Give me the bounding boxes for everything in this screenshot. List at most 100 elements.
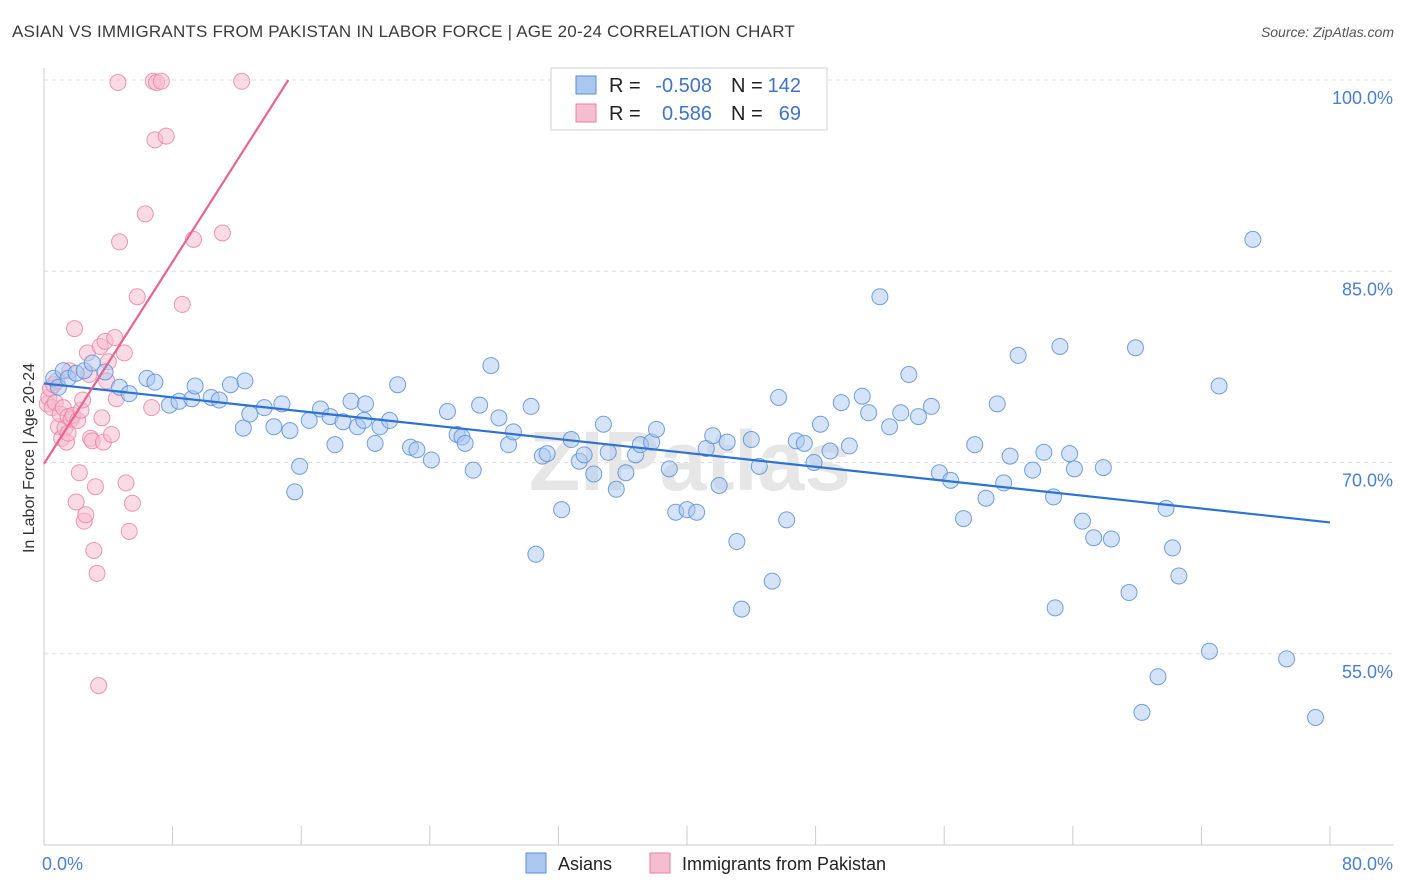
legend-n-label: N = xyxy=(731,75,763,97)
pakistan-point xyxy=(173,295,191,313)
asian-point xyxy=(1061,445,1079,463)
asian-point xyxy=(594,415,612,433)
asian-point xyxy=(1210,377,1228,395)
asian-point xyxy=(660,460,678,478)
pakistan-point xyxy=(123,494,141,512)
asian-point xyxy=(733,600,751,618)
pakistan-point xyxy=(67,493,85,511)
asian-point xyxy=(1065,460,1083,478)
asian-point xyxy=(922,397,940,415)
asian-point xyxy=(366,434,384,452)
asian-point xyxy=(1157,499,1175,517)
asian-point xyxy=(599,443,617,461)
asian-point xyxy=(1024,461,1042,479)
chart-title: ASIAN VS IMMIGRANTS FROM PAKISTAN IN LAB… xyxy=(12,22,795,41)
asian-point xyxy=(1051,337,1069,355)
bottom-legend-pakistan: Immigrants from Pakistan xyxy=(682,854,886,874)
asian-point xyxy=(389,376,407,394)
asian-point xyxy=(821,442,839,460)
pakistan-point xyxy=(117,474,135,492)
asian-point xyxy=(326,436,344,454)
asian-point xyxy=(456,434,474,452)
pakistan-point xyxy=(106,329,124,347)
legend-swatch-pakistan xyxy=(575,103,597,123)
asian-point xyxy=(1200,642,1218,660)
asian-point xyxy=(1120,584,1138,602)
asian-point xyxy=(1133,703,1151,721)
y-tick-label: 85.0% xyxy=(1342,279,1393,299)
asian-point xyxy=(585,465,603,483)
asian-point xyxy=(291,457,309,475)
y-tick-label: 100.0% xyxy=(1332,88,1393,108)
asian-point xyxy=(355,411,373,429)
asian-point xyxy=(482,357,500,375)
trend-lines xyxy=(43,79,1331,524)
asian-point xyxy=(1126,339,1144,357)
grid-lines xyxy=(44,79,1394,655)
asian-point xyxy=(763,572,781,590)
bottom-legend-swatch-pakistan xyxy=(649,852,671,874)
pakistan-point xyxy=(93,409,111,427)
asian-point xyxy=(647,420,665,438)
pakistan-point xyxy=(157,127,175,145)
pakistan-point xyxy=(85,541,103,559)
asian-point xyxy=(422,451,440,469)
legend-r-value: 0.586 xyxy=(662,103,712,125)
asian-point xyxy=(83,354,101,372)
asian-point xyxy=(1035,443,1053,461)
asian-point xyxy=(1102,530,1120,548)
legend-r-value: -0.508 xyxy=(655,75,712,97)
asian-point xyxy=(1094,459,1112,477)
asian-point xyxy=(871,288,889,306)
asian-point xyxy=(408,441,426,459)
asian-point xyxy=(742,431,760,449)
pakistan-point xyxy=(77,506,95,524)
asian-point xyxy=(186,377,204,395)
asian-trend-line xyxy=(43,382,1331,524)
pakistan-point xyxy=(128,288,146,306)
asian-point xyxy=(710,476,728,494)
asian-point xyxy=(490,409,508,427)
asian-point xyxy=(471,396,489,414)
legend-r-label: R = xyxy=(609,103,641,125)
asian-point xyxy=(892,404,910,422)
bottom-legend-asians: Asians xyxy=(558,854,612,874)
asian-point xyxy=(900,366,918,384)
asian-point xyxy=(832,394,850,412)
asian-point xyxy=(881,418,899,436)
asian-point xyxy=(553,501,571,519)
asian-point xyxy=(1278,650,1296,668)
asian-point xyxy=(770,388,788,406)
asian-point xyxy=(988,395,1006,413)
asian-point xyxy=(617,464,635,482)
x-tick-label: 80.0% xyxy=(1342,854,1393,874)
pakistan-point xyxy=(143,399,161,417)
x-tick-label: 0.0% xyxy=(42,854,83,874)
asian-point xyxy=(778,511,796,529)
legend-swatch-asians xyxy=(575,75,597,95)
correlation-legend: R = -0.508 N = 142 R = 0.586 N = 69 xyxy=(550,67,828,131)
asian-point xyxy=(840,437,858,455)
pakistan-point xyxy=(152,72,170,90)
asian-point xyxy=(688,503,706,521)
pakistan-point xyxy=(120,522,138,540)
asian-point xyxy=(234,419,252,437)
pakistan-point xyxy=(115,344,133,362)
legend-n-value: 142 xyxy=(768,75,801,97)
x-tick-labels: 0.0% 80.0% xyxy=(42,854,1393,874)
asian-point xyxy=(1073,512,1091,530)
y-axis-title: In Labor Force | Age 20-24 xyxy=(21,363,38,553)
asian-point xyxy=(538,445,556,463)
asian-point xyxy=(265,418,283,436)
asian-point xyxy=(438,403,456,420)
asian-point xyxy=(860,404,878,422)
asian-point xyxy=(522,397,540,415)
asian-point xyxy=(1244,230,1262,248)
source-label: Source: ZipAtlas.com xyxy=(1260,24,1394,40)
asian-point xyxy=(286,483,304,501)
asian-point xyxy=(464,461,482,479)
asian-point xyxy=(357,395,374,413)
axes xyxy=(43,68,1394,846)
asian-point xyxy=(527,545,545,563)
